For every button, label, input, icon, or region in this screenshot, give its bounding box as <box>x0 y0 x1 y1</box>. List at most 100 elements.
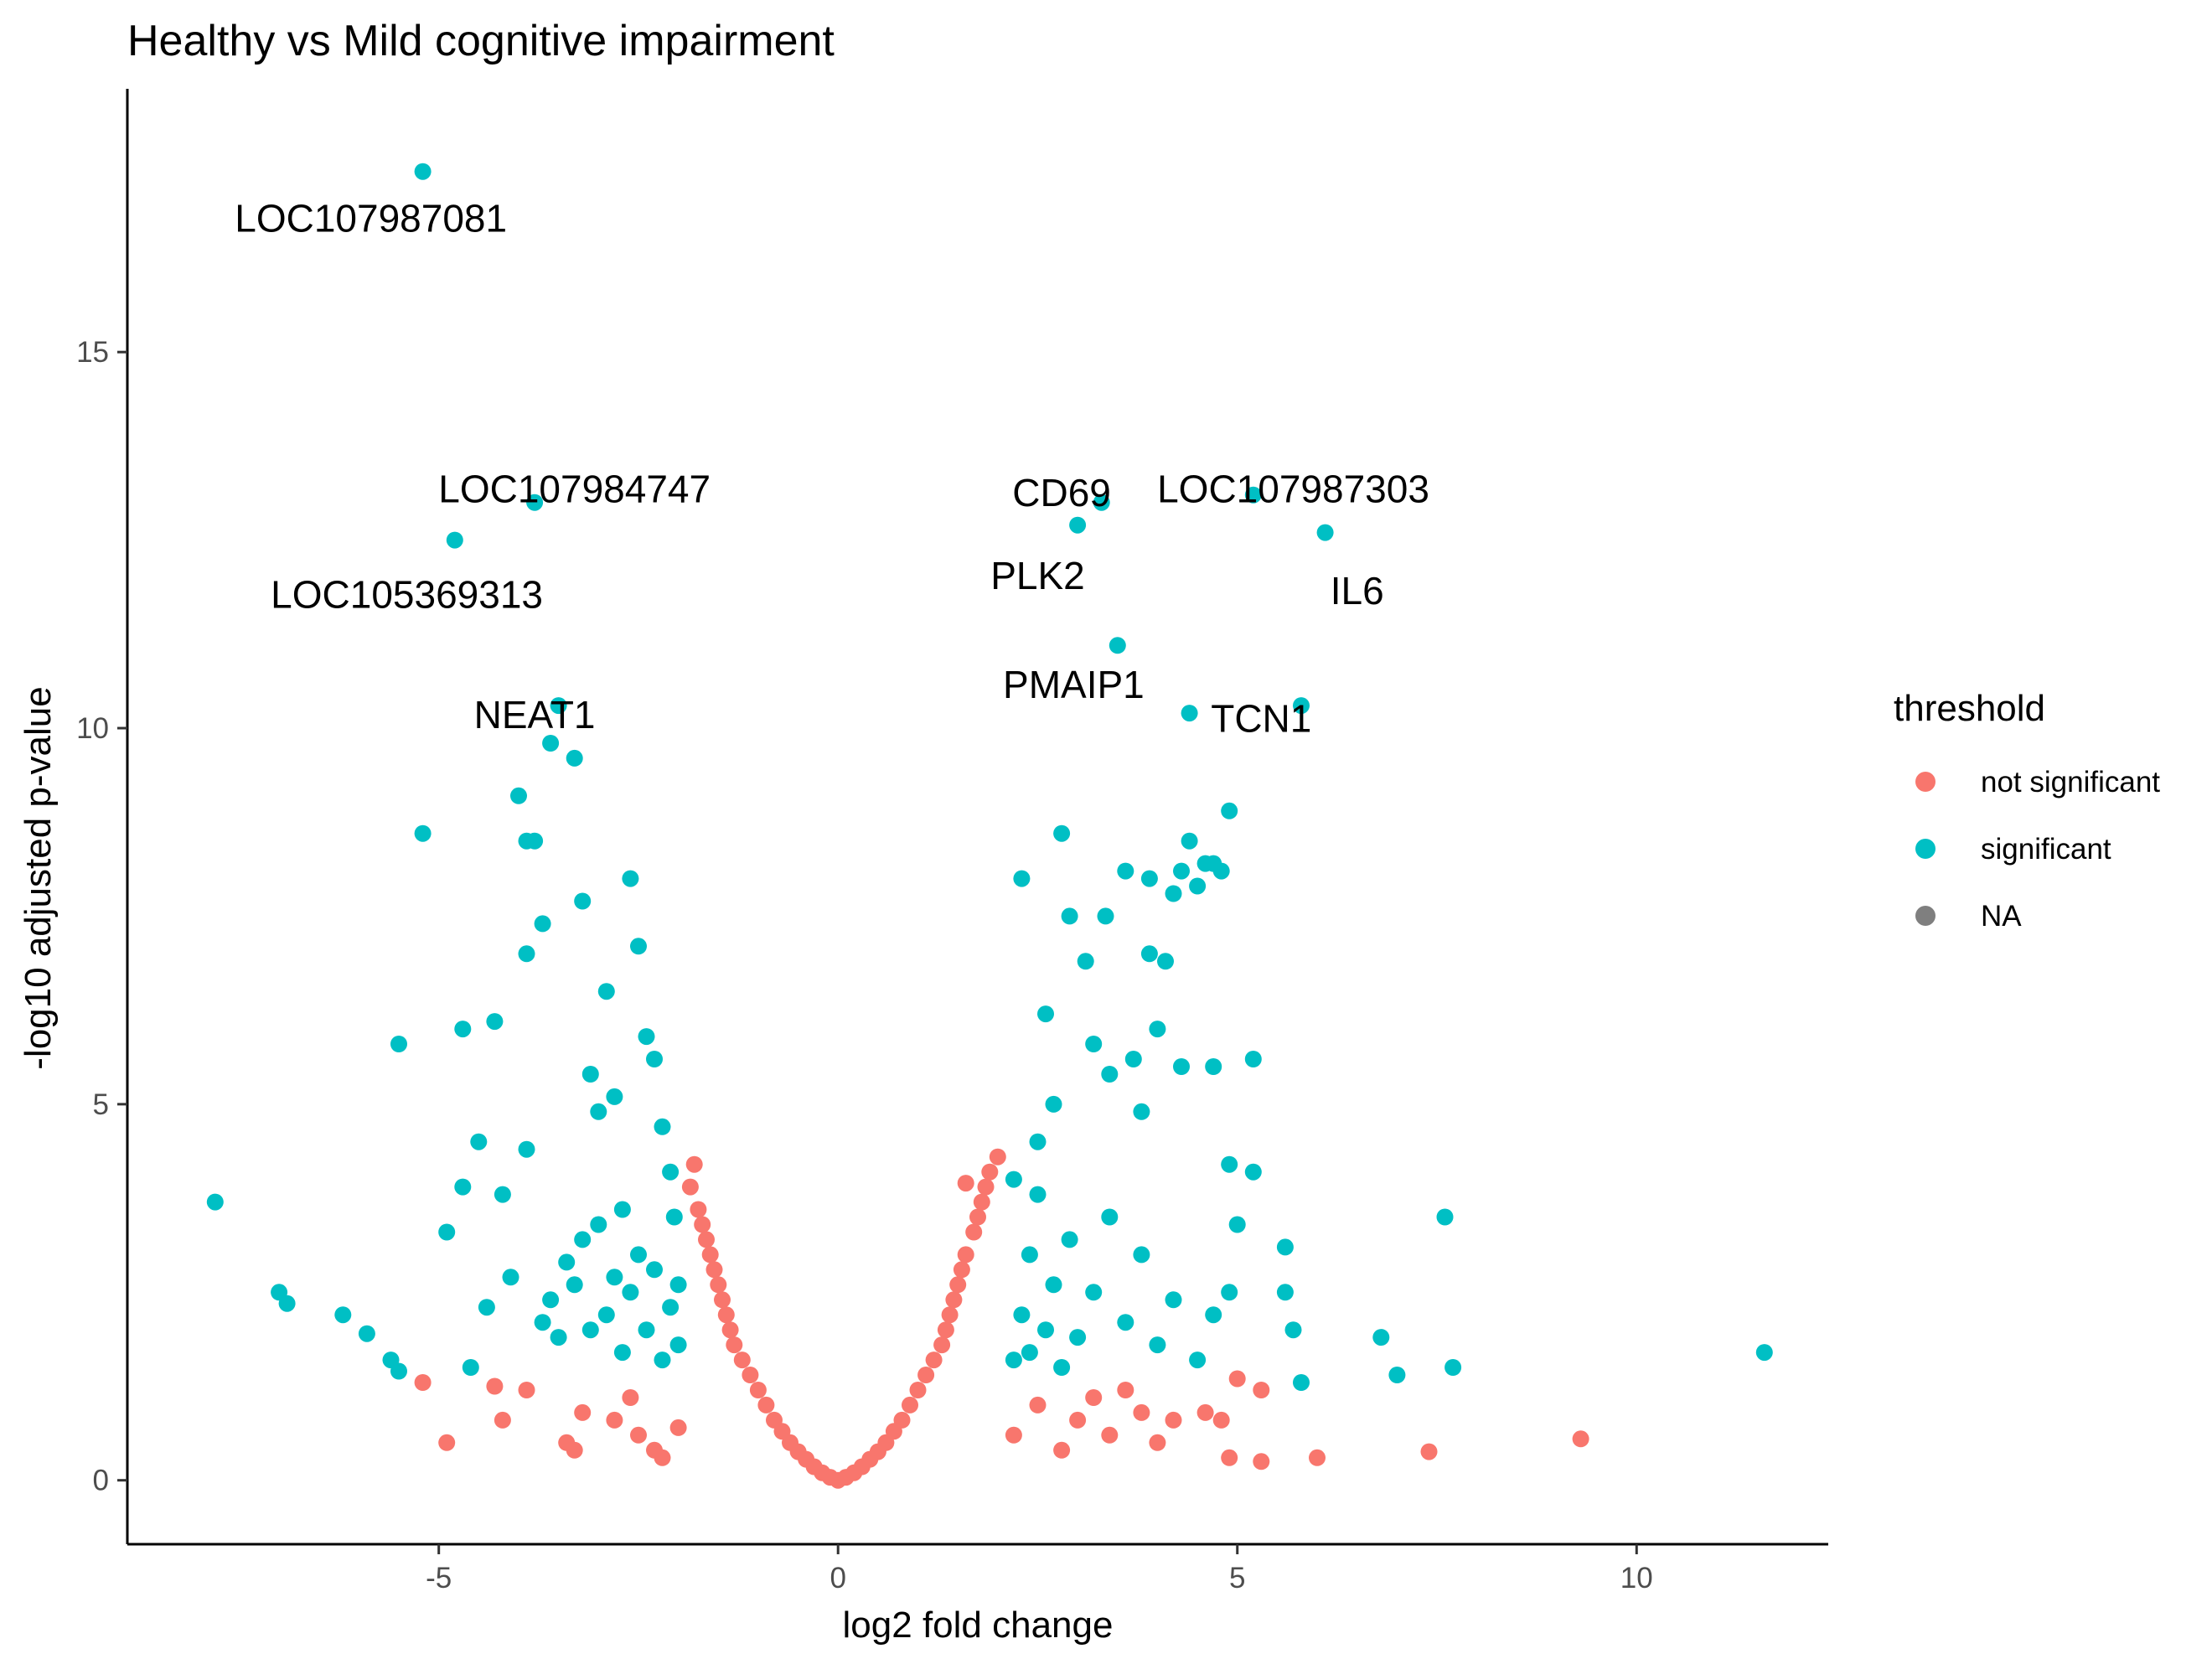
data-point <box>1117 1382 1134 1398</box>
data-point <box>1069 1411 1087 1429</box>
data-point <box>630 938 647 955</box>
data-point <box>733 1351 751 1369</box>
data-point <box>566 1441 583 1459</box>
data-point <box>590 1216 607 1233</box>
data-point <box>1293 697 1310 715</box>
data-point <box>1117 1314 1134 1331</box>
x-tick-label: 0 <box>830 1562 845 1594</box>
data-point <box>1284 1321 1302 1339</box>
data-point <box>606 1269 623 1286</box>
y-tick-label: 5 <box>93 1088 109 1121</box>
data-point <box>1053 1359 1071 1376</box>
data-point <box>1013 1306 1031 1324</box>
data-point <box>1205 1306 1222 1324</box>
data-point <box>1212 862 1230 880</box>
gene-label: LOC107987081 <box>235 197 507 240</box>
data-point <box>654 1118 671 1135</box>
data-point <box>1149 1021 1166 1038</box>
data-point <box>662 1163 680 1181</box>
data-point <box>502 1269 519 1286</box>
gene-label: CD69 <box>1012 471 1111 514</box>
data-point <box>1309 1449 1326 1466</box>
data-point <box>654 1351 671 1369</box>
data-point <box>1037 1321 1054 1339</box>
data-point <box>1388 1367 1406 1383</box>
data-point <box>1005 1171 1022 1188</box>
data-point <box>1165 1291 1182 1309</box>
data-point <box>1133 1403 1150 1421</box>
data-point <box>1037 1005 1054 1023</box>
data-point <box>550 697 567 715</box>
data-point <box>597 983 615 1000</box>
legend-label-na: NA <box>1981 900 2022 933</box>
data-point <box>1244 1163 1262 1181</box>
data-point <box>622 1389 639 1406</box>
data-point <box>646 1051 663 1067</box>
data-point <box>534 915 551 933</box>
data-point <box>1117 862 1134 880</box>
data-point <box>685 1155 703 1173</box>
y-tick-label: 0 <box>93 1465 109 1497</box>
data-point <box>1069 1329 1087 1346</box>
data-point <box>206 1193 224 1211</box>
data-point <box>1101 1066 1119 1083</box>
data-point <box>414 163 432 180</box>
data-point <box>1189 877 1207 895</box>
data-point <box>478 1299 495 1316</box>
x-axis-ticks: -5 0 5 10 <box>426 1544 1653 1594</box>
data-point <box>1097 907 1114 925</box>
data-point <box>669 1276 687 1294</box>
data-point <box>909 1382 927 1398</box>
data-point <box>1013 870 1031 887</box>
data-point <box>1293 1374 1310 1391</box>
data-point <box>705 1261 723 1279</box>
data-point <box>613 1201 631 1218</box>
data-point <box>1221 1284 1238 1301</box>
data-point <box>1077 953 1094 970</box>
annotations: LOC107987081 LOC107984747 LOC105369313 NEAT… <box>235 197 1429 741</box>
data-point <box>669 1419 687 1436</box>
data-point <box>1053 1441 1071 1459</box>
data-point <box>694 1216 711 1233</box>
y-tick-label: 15 <box>76 336 109 369</box>
data-point <box>518 1140 535 1158</box>
gene-label: LOC107984747 <box>438 468 711 511</box>
data-point <box>1173 1058 1190 1075</box>
data-point <box>665 1208 683 1226</box>
data-point <box>989 1148 1006 1165</box>
data-point <box>1253 1453 1270 1470</box>
data-point <box>1133 1103 1150 1120</box>
y-axis-ticks: 0 5 10 15 <box>76 336 127 1497</box>
data-point <box>1181 832 1198 850</box>
data-point <box>518 945 535 963</box>
data-point <box>1205 1058 1222 1075</box>
data-point <box>1109 637 1126 654</box>
data-point <box>965 1223 983 1241</box>
legend-item-na: NA <box>1915 900 2022 933</box>
data-point <box>486 1377 504 1395</box>
data-point <box>1755 1344 1773 1362</box>
data-point <box>526 832 544 850</box>
data-point <box>613 1344 631 1362</box>
data-point <box>681 1178 699 1196</box>
data-point <box>574 892 592 910</box>
data-point <box>390 1362 407 1380</box>
data-point <box>486 1013 504 1031</box>
data-point <box>390 1036 407 1052</box>
legend-label-significant: significant <box>1981 833 2111 866</box>
data-point <box>1189 1351 1207 1369</box>
data-point <box>581 1066 599 1083</box>
data-point <box>526 494 544 511</box>
data-point <box>1420 1443 1438 1460</box>
data-point <box>1228 1370 1246 1388</box>
data-point <box>1221 1449 1238 1466</box>
data-point <box>542 735 560 752</box>
data-point <box>1140 945 1158 963</box>
data-point <box>566 1276 583 1294</box>
data-point <box>949 1276 967 1294</box>
data-point <box>1212 1411 1230 1429</box>
legend-key-na <box>1915 906 1936 926</box>
data-point <box>749 1382 767 1398</box>
data-point <box>1276 1284 1294 1301</box>
data-point <box>717 1306 735 1324</box>
